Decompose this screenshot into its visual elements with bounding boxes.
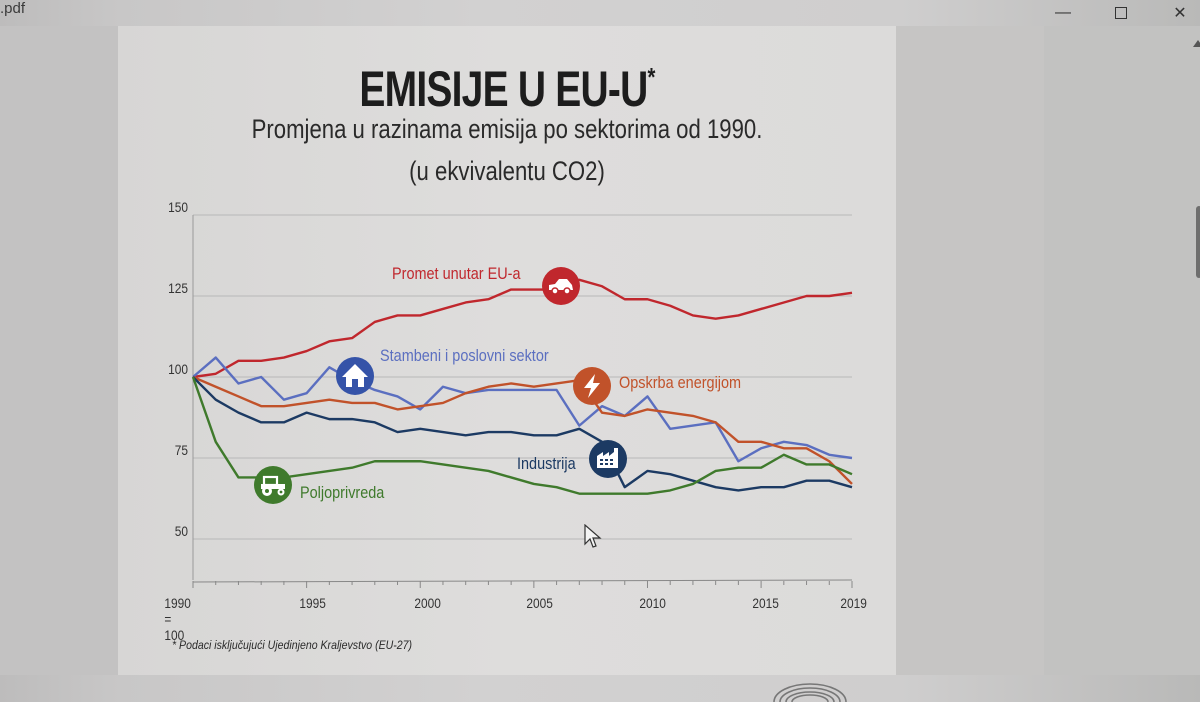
x-tick-label: 2010	[639, 595, 666, 611]
chart-subtitle: Promjena u razinama emisija po sektorima…	[251, 114, 763, 144]
y-tick-label: 100	[168, 361, 188, 377]
x-axis	[192, 579, 853, 583]
scroll-up-arrow-icon[interactable]	[1193, 40, 1200, 47]
window-file-name: .pdf	[0, 0, 26, 17]
y-tick-label: 75	[174, 442, 188, 458]
footnote: * Podaci isključujući Ujedinjeno Kraljev…	[172, 638, 413, 652]
series-line-0	[192, 278, 853, 379]
house-icon	[336, 357, 374, 395]
series-label: Promet unutar EU-a	[392, 264, 521, 283]
close-icon: ✕	[1173, 5, 1187, 22]
lightning-icon	[573, 367, 611, 405]
tractor-icon	[254, 466, 292, 504]
x-tick-label: 2019	[840, 595, 867, 611]
series-label: Poljoprivreda	[300, 483, 385, 502]
y-tick-label: 150	[168, 199, 188, 215]
mouse-cursor-icon	[584, 524, 602, 548]
series-line-3	[192, 376, 853, 492]
maximize-button[interactable]	[1106, 2, 1136, 24]
parliament-logo-icon	[773, 683, 847, 702]
right-margin	[896, 26, 1044, 675]
maximize-icon	[1115, 7, 1127, 19]
y-tick-label: 50	[174, 523, 188, 539]
series-line-1	[192, 356, 853, 463]
x-tick-label: 2000	[414, 595, 441, 611]
series-label: Stambeni i poslovni sektor	[380, 346, 549, 365]
title-text: EMISIJE U EU-U	[359, 61, 648, 117]
close-button[interactable]: ✕	[1165, 2, 1195, 24]
window-titlebar: .pdf — ✕	[0, 0, 1200, 24]
viewer-side-area	[1044, 26, 1200, 675]
series-label: Opskrba energijom	[619, 373, 742, 392]
car-icon	[542, 267, 580, 305]
minimize-button[interactable]: —	[1048, 2, 1078, 24]
factory-icon	[589, 440, 627, 478]
x-tick-label: 1995	[299, 595, 326, 611]
chart-plot-area	[191, 214, 853, 588]
series-label: Industrija	[517, 454, 576, 473]
title-asterisk: *	[647, 62, 656, 92]
minimize-icon: —	[1055, 4, 1071, 21]
page-title: EMISIJE U EU-U*	[204, 60, 811, 118]
x-tick-label: 2015	[752, 595, 779, 611]
series-line-2	[192, 375, 853, 485]
x-tick-label: 2005	[526, 595, 553, 611]
pdf-page: EMISIJE U EU-U* Promjena u razinama emis…	[118, 26, 896, 702]
y-tick-label: 125	[168, 280, 188, 296]
chart-subtitle-unit: (u ekvivalentu CO2)	[409, 156, 605, 186]
series-line-4	[191, 376, 853, 495]
x-tick-label: 1990 = 100	[164, 595, 191, 643]
scrollbar-thumb[interactable]	[1196, 206, 1200, 278]
left-margin	[0, 26, 118, 675]
